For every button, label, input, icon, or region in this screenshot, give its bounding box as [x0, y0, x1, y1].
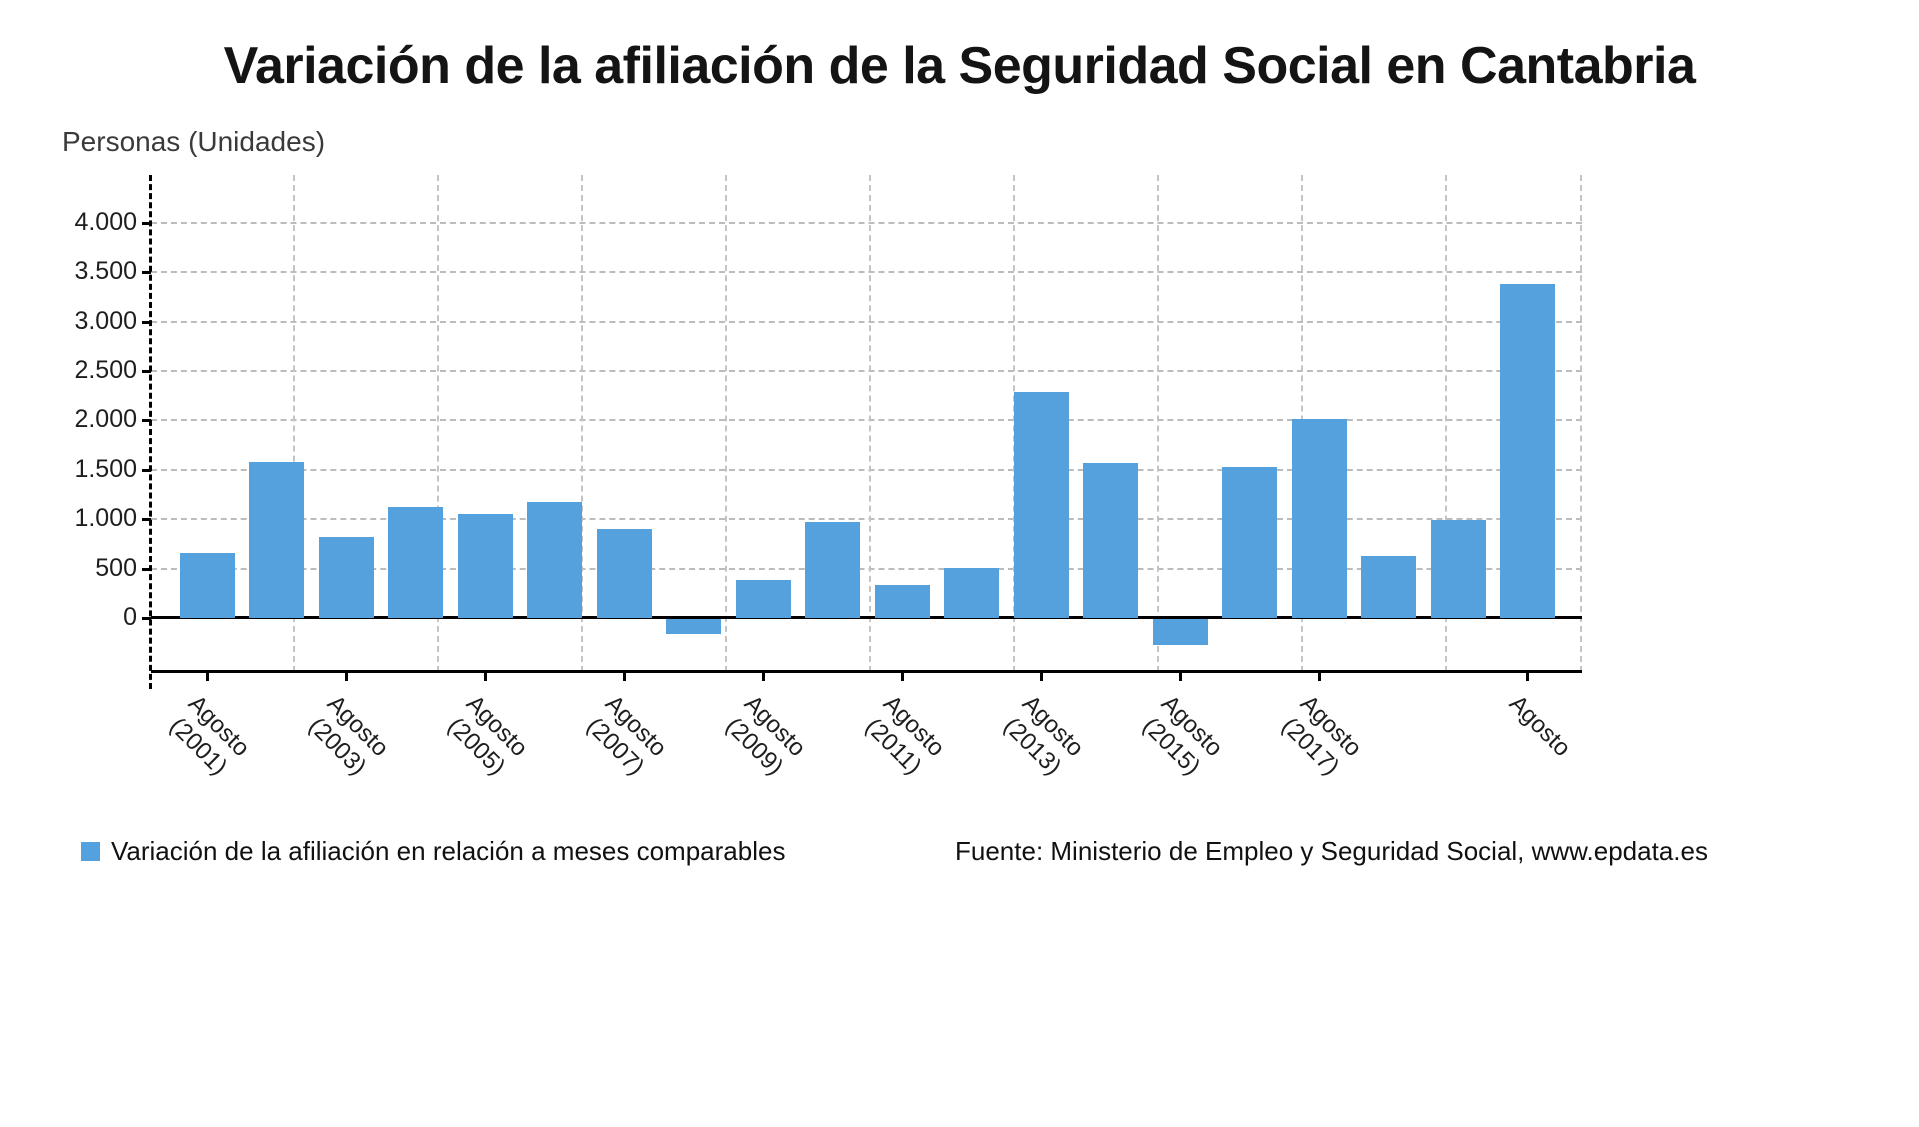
y-tick-label: 0 [123, 603, 137, 631]
bar [596, 529, 652, 618]
plot-area [142, 175, 1582, 689]
chart-title: Variación de la afiliación de la Segurid… [223, 37, 1696, 95]
y-axis-tick [142, 567, 151, 571]
bar [249, 461, 304, 618]
y-axis-tick [142, 468, 151, 472]
x-axis-tick [622, 673, 626, 681]
bar [1013, 391, 1069, 618]
v-gridline [1157, 175, 1159, 672]
bar [1430, 520, 1486, 618]
x-axis-tick [1039, 673, 1043, 681]
legend-swatch [81, 842, 100, 861]
bar [1083, 462, 1138, 618]
y-axis-tick [142, 370, 151, 373]
v-gridline [437, 175, 439, 672]
bar [874, 585, 930, 618]
h-gridline [151, 419, 1582, 422]
legend-label: Variación de la afiliación en relación a… [111, 836, 786, 866]
bar [735, 580, 791, 618]
y-axis-line [149, 175, 152, 689]
x-tick-label: Agosto (2009) [720, 690, 811, 781]
bar [1500, 284, 1555, 618]
x-axis-tick [761, 673, 765, 681]
bar [388, 507, 443, 618]
y-tick-label: 4.000 [74, 207, 137, 236]
bar [805, 522, 860, 618]
h-gridline [151, 567, 1582, 570]
zero-baseline [151, 616, 1582, 619]
x-tick-label: Agosto (2013) [998, 690, 1089, 781]
x-tick-label: Agosto (2001) [164, 690, 255, 781]
y-axis-tick [142, 419, 151, 423]
h-gridline [151, 271, 1582, 274]
h-gridline [151, 468, 1582, 471]
x-axis-tick [483, 673, 487, 681]
bar [318, 536, 374, 618]
v-gridline [1445, 175, 1447, 672]
y-axis-tick [142, 518, 151, 522]
x-tick-label: Agosto (2005) [442, 690, 533, 781]
v-gridline [293, 175, 295, 672]
y-axis-tick [142, 617, 151, 620]
x-axis-tick [1178, 673, 1182, 681]
legend: Variación de la afiliación en relación a… [81, 836, 785, 867]
bar [666, 619, 721, 634]
bar [1361, 555, 1416, 618]
v-gridline [725, 175, 727, 672]
y-tick-label: 2.500 [74, 356, 137, 384]
bar [457, 514, 513, 618]
x-axis-tick [205, 673, 209, 681]
y-tick-label: 3.500 [74, 257, 137, 286]
x-tick-label: Agosto (2017) [1276, 690, 1367, 781]
bar [527, 502, 582, 618]
h-gridline [151, 320, 1582, 323]
h-gridline [151, 518, 1582, 521]
v-gridline [869, 175, 871, 672]
bar [1152, 619, 1208, 645]
x-tick-label: Agosto (2007) [581, 690, 672, 781]
y-tick-label: 1.000 [74, 504, 137, 533]
x-tick-label: Agosto (2003) [303, 690, 394, 781]
x-tick-label: Agosto (2015) [1137, 690, 1228, 781]
y-axis-tick [142, 271, 151, 275]
y-axis-tick [142, 320, 151, 324]
bar [179, 552, 235, 618]
x-axis-tick [344, 673, 348, 681]
y-axis-title: Personas (Unidades) [62, 126, 326, 157]
x-tick-label: Agosto [1503, 690, 1576, 762]
h-gridline [151, 370, 1582, 372]
x-axis-tick [1526, 673, 1529, 681]
y-tick-label: 2.000 [74, 405, 137, 434]
y-tick-label: 1.500 [74, 454, 137, 483]
x-axis-tick [900, 673, 904, 681]
y-tick-label: 3.000 [74, 306, 137, 335]
h-gridline [151, 221, 1582, 224]
source-note: Fuente: Ministerio de Empleo y Seguridad… [955, 836, 1708, 866]
v-gridline [581, 175, 583, 672]
bar [1291, 419, 1347, 618]
x-tick-label: Agosto (2011) [860, 690, 950, 780]
y-tick-label: 500 [95, 553, 137, 582]
y-axis-tick [142, 221, 151, 225]
x-axis-line [151, 670, 1582, 673]
bar [1222, 466, 1277, 618]
v-gridline [1580, 175, 1582, 672]
x-axis-tick [1317, 673, 1321, 681]
bar [944, 567, 999, 618]
